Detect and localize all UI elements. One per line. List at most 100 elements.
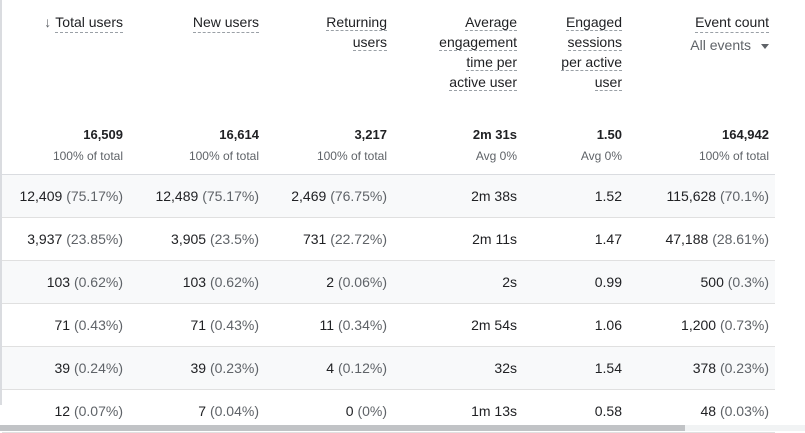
cell-value: 3,905 [171, 231, 207, 247]
header-label: time per [466, 54, 517, 71]
cell-new-users: 71 (0.43%) [129, 303, 265, 347]
cell-percent: (23.5%) [209, 231, 259, 247]
cell-value: 2 [326, 274, 335, 290]
cell-engaged-sessions: 1.47 [523, 217, 628, 261]
total-cell: 1.50 Avg 0% [523, 118, 628, 175]
cell-percent: (0.3%) [727, 274, 769, 290]
table-row[interactable]: 71 (0.43%) 71 (0.43%) 11 (0.34%) 2m 54s … [2, 303, 775, 347]
cell-value: 71 [190, 317, 207, 333]
total-cell: 2m 31s Avg 0% [393, 118, 523, 175]
cell-percent: (0.34%) [337, 317, 387, 333]
cell-engaged-sessions: 1.06 [523, 303, 628, 347]
cell-percent: (0.04%) [209, 403, 259, 419]
cell-percent: (0%) [357, 403, 387, 419]
cell-value: 103 [182, 274, 207, 290]
cell-value: 7 [198, 403, 207, 419]
cell-value: 115,628 [666, 188, 717, 204]
table-row[interactable]: 39 (0.24%) 39 (0.23%) 4 (0.12%) 32s 1.54… [2, 346, 775, 390]
cell-percent: (0.03%) [719, 403, 769, 419]
cell-value: 47,188 [665, 231, 709, 247]
table-row[interactable]: 3,937 (23.85%) 3,905 (23.5%) 731 (22.72%… [2, 217, 775, 261]
cell-percent: (0.62%) [209, 274, 259, 290]
event-filter-dropdown[interactable]: All events [628, 35, 769, 55]
cell-value: 3,937 [27, 231, 63, 247]
cell-percent: (75.17%) [66, 188, 123, 204]
cell-engaged-sessions: 1.52 [523, 174, 628, 218]
cell-percent: (75.17%) [202, 188, 259, 204]
header-returning-users[interactable]: Returning users [265, 0, 393, 118]
total-value: 164,942 [722, 127, 769, 142]
header-row: ↓ Total users New users Returning users Av… [2, 0, 775, 118]
total-cell: 164,942 100% of total [628, 118, 775, 175]
total-cell: 16,614 100% of total [129, 118, 265, 175]
total-subtitle: Avg 0% [475, 149, 517, 163]
cell-total-users: 3,937 (23.85%) [2, 217, 129, 261]
table-row[interactable]: 103 (0.62%) 103 (0.62%) 2 (0.06%) 2s 0.9… [2, 260, 775, 304]
table-left-border [0, 0, 2, 405]
scrollbar-thumb[interactable] [0, 425, 685, 431]
header-label: New users [192, 12, 259, 33]
total-value: 3,217 [354, 127, 387, 142]
cell-returning-users: 4 (0.12%) [265, 346, 393, 390]
cell-avg-engagement: 2m 38s [393, 174, 523, 218]
cell-percent: (76.75%) [330, 188, 387, 204]
header-label: Total users [55, 12, 123, 33]
cell-percent: (0.23%) [719, 360, 769, 376]
header-label: Engaged [565, 14, 622, 31]
total-value: 16,509 [83, 127, 123, 142]
cell-value: 0 [345, 403, 354, 419]
cell-new-users: 103 (0.62%) [129, 260, 265, 304]
cell-event-count: 115,628 (70.1%) [628, 174, 775, 218]
total-subtitle: 100% of total [188, 149, 259, 163]
cell-new-users: 12,489 (75.17%) [129, 174, 265, 218]
event-filter-label: All events [690, 37, 751, 53]
header-label: sessions [567, 34, 622, 51]
cell-new-users: 3,905 (23.5%) [129, 217, 265, 261]
cell-event-count: 1,200 (0.73%) [628, 303, 775, 347]
cell-avg-engagement: 2m 54s [393, 303, 523, 347]
cell-percent: (0.43%) [209, 317, 259, 333]
cell-value: 11 [319, 317, 335, 333]
cell-new-users: 39 (0.23%) [129, 346, 265, 390]
cell-event-count: 47,188 (28.61%) [628, 217, 775, 261]
cell-percent: (0.62%) [73, 274, 123, 290]
cell-percent: (0.23%) [209, 360, 259, 376]
cell-value: 731 [302, 231, 327, 247]
cell-percent: (28.61%) [712, 231, 769, 247]
cell-total-users: 103 (0.62%) [2, 260, 129, 304]
header-new-users[interactable]: New users [129, 0, 265, 118]
metrics-table: ↓ Total users New users Returning users Av… [2, 0, 775, 433]
cell-returning-users: 731 (22.72%) [265, 217, 393, 261]
header-average-engagement-time[interactable]: Average engagement time per active user [393, 0, 523, 118]
total-value: 2m 31s [472, 127, 517, 142]
header-event-count[interactable]: Event count All events [628, 0, 775, 118]
total-value: 16,614 [219, 127, 259, 142]
cell-percent: (0.73%) [719, 317, 769, 333]
cell-percent: (0.24%) [73, 360, 123, 376]
cell-percent: (23.85%) [66, 231, 123, 247]
header-label: per active [561, 54, 622, 71]
cell-value: 4 [326, 360, 335, 376]
cell-value: 12 [54, 403, 71, 419]
total-subtitle: 100% of total [316, 149, 387, 163]
cell-engaged-sessions: 0.99 [523, 260, 628, 304]
table-row[interactable]: 12,409 (75.17%) 12,489 (75.17%) 2,469 (7… [2, 174, 775, 218]
cell-value: 39 [190, 360, 207, 376]
header-label: Event count [695, 12, 769, 33]
horizontal-scrollbar[interactable] [0, 425, 805, 431]
cell-value: 71 [54, 317, 71, 333]
cell-value: 12,409 [19, 188, 63, 204]
cell-value: 378 [692, 360, 717, 376]
cell-returning-users: 2 (0.06%) [265, 260, 393, 304]
cell-avg-engagement: 2m 11s [393, 217, 523, 261]
cell-percent: (22.72%) [330, 231, 387, 247]
header-total-users[interactable]: ↓ Total users [2, 0, 129, 118]
header-label: engagement [439, 34, 517, 51]
cell-event-count: 378 (0.23%) [628, 346, 775, 390]
cell-value: 12,489 [155, 188, 199, 204]
cell-percent: (0.43%) [73, 317, 123, 333]
cell-value: 500 [700, 274, 724, 290]
header-engaged-sessions[interactable]: Engaged sessions per active user [523, 0, 628, 118]
total-subtitle: 100% of total [52, 149, 123, 163]
cell-value: 39 [54, 360, 71, 376]
